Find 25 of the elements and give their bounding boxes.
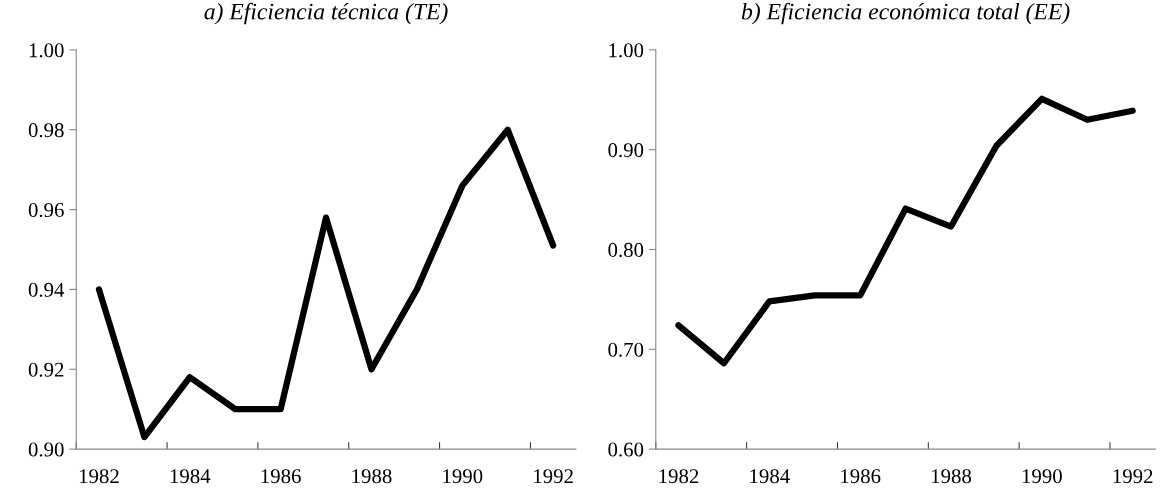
chart-title: a) Eficiencia técnica (TE) xyxy=(204,2,448,25)
x-tick-label: 1984 xyxy=(170,469,211,484)
chart-title: b) Eficiencia económica total (EE) xyxy=(741,2,1070,25)
x-tick-label: 1982 xyxy=(79,469,119,484)
y-tick-label: 0.60 xyxy=(608,442,644,457)
x-tick-label: 1988 xyxy=(932,469,972,484)
x-tick-label: 1990 xyxy=(1022,469,1062,484)
y-tick-label: 0.70 xyxy=(608,342,644,357)
x-tick-label: 1992 xyxy=(534,469,573,484)
x-tick-label: 1990 xyxy=(443,469,483,484)
y-tick-label: 0.92 xyxy=(28,362,64,377)
x-tick-label: 1992 xyxy=(1113,469,1153,484)
y-tick-label: 0.80 xyxy=(608,242,644,258)
y-tick-label: 0.98 xyxy=(28,123,64,138)
y-tick-label: 0.96 xyxy=(28,202,64,218)
x-tick-label: 1982 xyxy=(659,469,699,484)
x-tick-label: 1988 xyxy=(352,469,392,484)
y-tick-label: 1.00 xyxy=(29,43,64,58)
y-tick-label: 0.90 xyxy=(608,143,644,158)
y-tick-label: 0.90 xyxy=(28,442,64,457)
y-tick-label: 0.94 xyxy=(28,282,65,297)
x-tick-label: 1986 xyxy=(841,469,881,484)
x-tick-label: 1984 xyxy=(750,469,790,484)
x-tick-label: 1986 xyxy=(261,469,301,484)
y-tick-label: 1.00 xyxy=(609,43,644,58)
